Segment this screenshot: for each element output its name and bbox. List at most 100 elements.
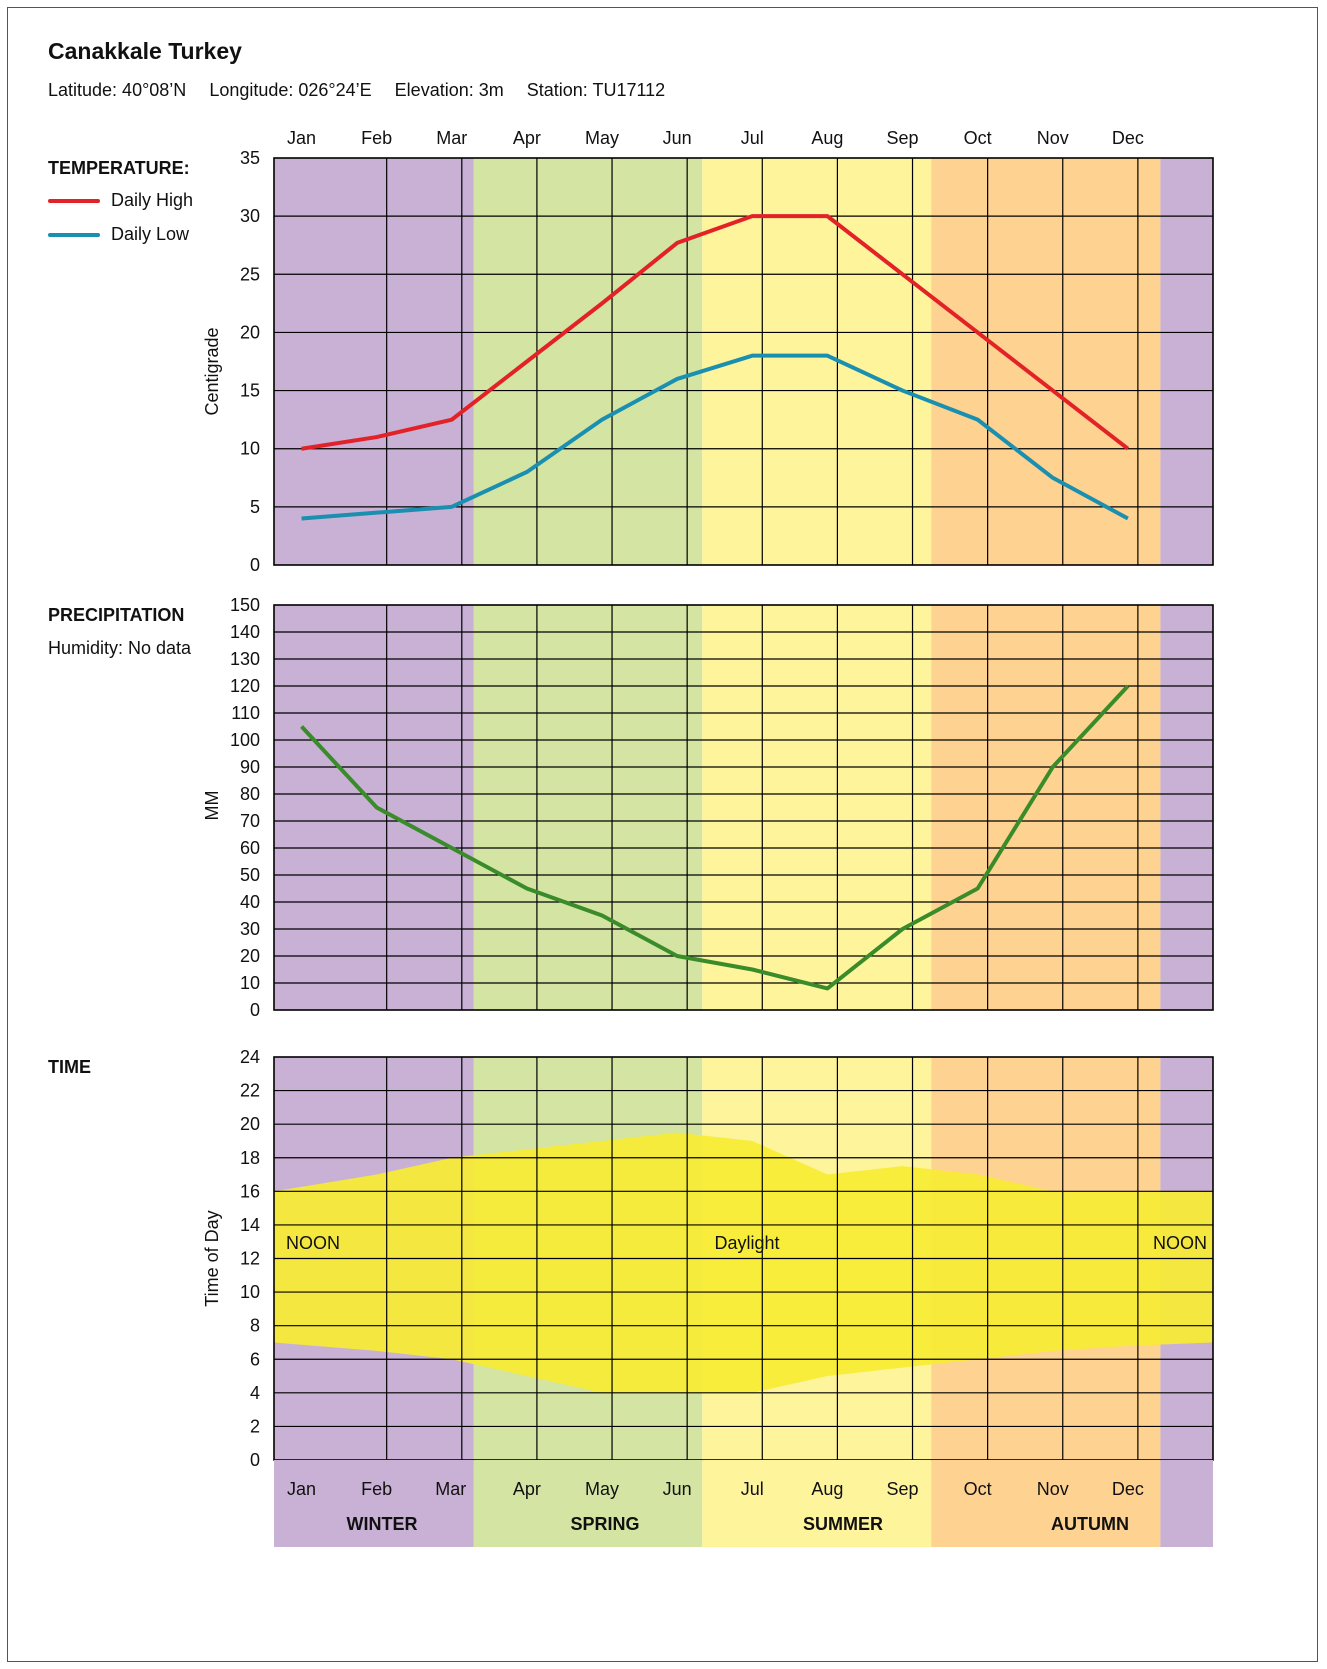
season-strip-season-band xyxy=(473,1460,703,1547)
precipitation-ytick-label: 30 xyxy=(240,919,260,939)
elevation-text: Elevation: 3m xyxy=(394,80,504,100)
season-label: WINTER xyxy=(347,1514,418,1534)
temperature-season-band xyxy=(931,158,1161,565)
top-month-label: Mar xyxy=(436,128,467,148)
top-month-label: Aug xyxy=(811,128,843,148)
precipitation-ytick-label: 60 xyxy=(240,838,260,858)
bottom-month-label: Sep xyxy=(887,1479,919,1499)
top-month-label: Jun xyxy=(663,128,692,148)
noon-label-left: NOON xyxy=(286,1233,340,1253)
daily-high-swatch xyxy=(48,198,100,203)
temperature-ytick-label: 15 xyxy=(240,381,260,401)
precipitation-ytick-label: 130 xyxy=(230,649,260,669)
time-ytick-label: 10 xyxy=(240,1282,260,1302)
time-ytick-label: 18 xyxy=(240,1148,260,1168)
precipitation-season-band xyxy=(274,605,474,1010)
temperature-season-band xyxy=(1160,158,1213,565)
precipitation-ytick-label: 80 xyxy=(240,784,260,804)
time-ytick-label: 14 xyxy=(240,1215,260,1235)
legend-daily-low-label: Daily Low xyxy=(111,224,190,244)
daily-high-line xyxy=(301,214,1130,451)
time-section-label: TIME xyxy=(48,1057,91,1077)
bottom-month-label: May xyxy=(585,1479,619,1499)
bottom-month-label: Dec xyxy=(1112,1479,1144,1499)
top-month-label: Apr xyxy=(513,128,541,148)
precipitation-ytick-label: 100 xyxy=(230,730,260,750)
season-label: AUTUMN xyxy=(1051,1514,1129,1534)
season-strip-season-band xyxy=(702,1460,932,1547)
precipitation-ytick-label: 70 xyxy=(240,811,260,831)
top-month-label: Jan xyxy=(287,128,316,148)
legend-daily-high: Daily High xyxy=(48,190,193,211)
precipitation-season-band xyxy=(1160,605,1213,1010)
top-month-label: May xyxy=(585,128,619,148)
temperature-season-band xyxy=(274,158,474,565)
daily-low-line xyxy=(301,353,1129,521)
top-month-label: Feb xyxy=(361,128,392,148)
time-ytick-label: 24 xyxy=(240,1047,260,1067)
daily-low-swatch xyxy=(48,232,100,237)
time-ytick-label: 0 xyxy=(250,1450,260,1470)
time-ytick-label: 20 xyxy=(240,1114,260,1134)
longitude-text: Longitude: 026°24’E xyxy=(209,80,372,100)
season-strip-season-band xyxy=(274,1460,474,1547)
time-ytick-label: 2 xyxy=(250,1416,260,1436)
station-info: Latitude: 40°08’N Longitude: 026°24’E El… xyxy=(48,80,683,101)
temperature-season-band xyxy=(702,158,932,565)
time-ytick-label: 8 xyxy=(250,1316,260,1336)
time-ytick-label: 6 xyxy=(250,1349,260,1369)
precipitation-frame xyxy=(273,604,1214,1011)
bottom-month-label: Apr xyxy=(513,1479,541,1499)
bottom-month-label: Oct xyxy=(964,1479,992,1499)
temperature-ytick-label: 0 xyxy=(250,555,260,575)
time-ytick-label: 12 xyxy=(240,1249,260,1269)
precipitation-season-band xyxy=(473,605,703,1010)
top-month-label: Nov xyxy=(1037,128,1069,148)
precipitation-ytick-label: 10 xyxy=(240,973,260,993)
season-label: SUMMER xyxy=(803,1514,883,1534)
precipitation-ytick-label: 50 xyxy=(240,865,260,885)
precipitation-ytick-label: 110 xyxy=(231,703,260,723)
legend-daily-high-label: Daily High xyxy=(111,190,194,210)
time-ytick-label: 4 xyxy=(250,1383,260,1403)
legend-daily-low: Daily Low xyxy=(48,224,189,245)
daylight-area xyxy=(274,1132,1213,1393)
season-strip-season-band xyxy=(931,1460,1161,1547)
precipitation-season-band xyxy=(702,605,932,1010)
temperature-ytick-label: 5 xyxy=(250,497,260,517)
bottom-month-label: Jul xyxy=(741,1479,764,1499)
time-ytick-label: 22 xyxy=(240,1081,260,1101)
precipitation-ytick-label: 0 xyxy=(250,1000,260,1020)
season-strip-season-band xyxy=(1160,1460,1213,1547)
precipitation-axis-label: MM xyxy=(202,791,222,821)
temperature-frame xyxy=(273,157,1214,566)
precipitation-line xyxy=(300,684,1130,991)
temperature-ytick-label: 25 xyxy=(240,264,260,284)
humidity-note: Humidity: No data xyxy=(48,638,192,658)
season-label: SPRING xyxy=(570,1514,639,1534)
bottom-month-label: Jan xyxy=(287,1479,316,1499)
page-title: Canakkale Turkey xyxy=(48,38,242,64)
precipitation-ytick-label: 90 xyxy=(240,757,260,777)
temperature-axis-label: Centigrade xyxy=(202,327,222,415)
precipitation-section-label: PRECIPITATION xyxy=(48,605,185,625)
precipitation-season-band xyxy=(931,605,1161,1010)
precipitation-ytick-label: 20 xyxy=(240,946,260,966)
daylight-label: Daylight xyxy=(714,1233,779,1253)
precipitation-ytick-label: 120 xyxy=(230,676,260,696)
top-month-label: Oct xyxy=(964,128,992,148)
temperature-ytick-label: 35 xyxy=(240,148,260,168)
precipitation-ytick-label: 140 xyxy=(230,622,260,642)
bottom-month-label: Jun xyxy=(663,1479,692,1499)
bottom-month-label: Mar xyxy=(435,1479,466,1499)
bottom-month-label: Feb xyxy=(361,1479,392,1499)
page-frame xyxy=(7,7,1318,1662)
top-month-label: Sep xyxy=(887,128,919,148)
bottom-month-label: Aug xyxy=(811,1479,843,1499)
top-month-label: Dec xyxy=(1112,128,1144,148)
temperature-ytick-label: 20 xyxy=(240,322,260,342)
latitude-text: Latitude: 40°08’N xyxy=(48,80,187,100)
noon-label-right: NOON xyxy=(1153,1233,1207,1253)
temperature-ytick-label: 30 xyxy=(240,206,260,226)
